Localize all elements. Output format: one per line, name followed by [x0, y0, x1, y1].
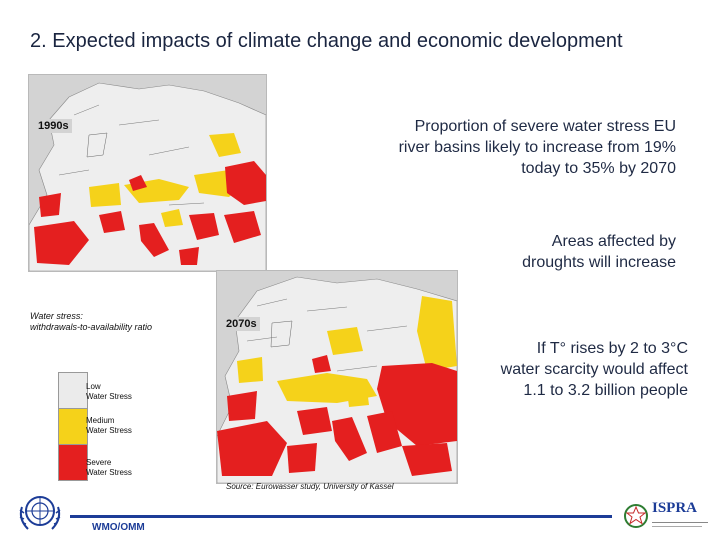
legend-label-line: Water Stress	[86, 426, 132, 435]
statement-line: Areas affected by	[551, 233, 676, 250]
legend-heading: Water stress: withdrawals-to-availabilit…	[30, 311, 152, 333]
legend-label-line: Low	[86, 382, 101, 391]
legend-label-line: Water Stress	[86, 468, 132, 477]
statement-line: water scarcity would affect	[500, 361, 688, 378]
statement-line: Proportion of severe water stress EU	[414, 118, 676, 135]
ispra-logo-icon: ISPRA	[622, 496, 712, 536]
legend-label-medium: Medium Water Stress	[86, 416, 132, 436]
legend-swatch-severe	[58, 444, 88, 481]
statement-line: If T° rises by 2 to 3°C	[536, 340, 688, 357]
source-note: Source: Eurowasser study, University of …	[226, 482, 394, 491]
statement-line: 1.1 to 3.2 billion people	[523, 382, 688, 399]
legend-label-line: Severe	[86, 458, 112, 467]
wmo-logo-icon	[14, 487, 66, 539]
legend-label-line: Medium	[86, 416, 115, 425]
map-1990s-label: 1990s	[35, 119, 72, 133]
droughts-statement: Areas affected by droughts will increase	[416, 231, 676, 273]
legend-label-severe: Severe Water Stress	[86, 458, 132, 478]
footer-divider	[70, 515, 612, 518]
map-2070s-label: 2070s	[223, 317, 260, 331]
legend-label-line: Water Stress	[86, 392, 132, 401]
scarcity-statement: If T° rises by 2 to 3°C water scarcity w…	[428, 338, 688, 401]
statement-line: today to 35% by 2070	[521, 160, 676, 177]
legend-label-low: Low Water Stress	[86, 382, 132, 402]
legend-swatch-medium	[58, 408, 88, 445]
legend-heading-line: Water stress:	[30, 311, 83, 321]
map-2070s: 2070s	[216, 270, 458, 484]
legend-swatch-low	[58, 372, 88, 409]
map-1990s: 1990s	[28, 74, 267, 272]
statement-line: river basins likely to increase from 19%	[398, 139, 676, 156]
legend-heading-line: withdrawals-to-availability ratio	[30, 322, 153, 332]
slide-title: 2. Expected impacts of climate change an…	[30, 30, 623, 52]
water-stress-statement: Proportion of severe water stress EU riv…	[296, 116, 676, 179]
footer-org-label: WMO/OMM	[92, 522, 145, 533]
statement-line: droughts will increase	[522, 254, 676, 271]
ispra-logo-text: ISPRA	[652, 500, 698, 516]
